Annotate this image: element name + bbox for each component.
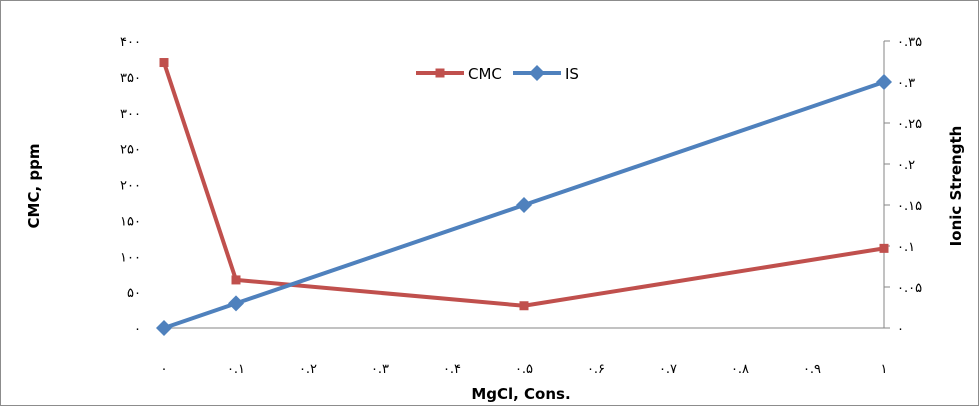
y2-tick-label: ٠.٣۵: [897, 35, 922, 50]
data-point-cmc: [159, 58, 169, 68]
y-axis-title: CMC, ppm: [25, 144, 43, 229]
y-tick-label: ١٠٠: [120, 250, 141, 265]
x-tick-label: ٠.٢: [299, 362, 317, 377]
data-point-is: [228, 295, 244, 312]
y2-tick-label: ٠.٠۵: [897, 281, 922, 296]
data-point-is: [516, 197, 532, 213]
y-tick-label: ۵٠: [127, 286, 141, 301]
x-axis-title: MgCl, Cons.: [471, 385, 570, 403]
series-line-is: [163, 80, 885, 330]
y2-axis-title: Ionic Strength: [947, 126, 965, 247]
series-line-cmc: [162, 61, 885, 308]
y2-tick-label: ٠.٣: [897, 76, 915, 91]
data-point-cmc: [879, 243, 889, 253]
data-point-is: [156, 320, 172, 336]
x-tick-label: ٠: [161, 362, 168, 377]
data-point-cmc: [231, 275, 241, 285]
y-tick-label: ٣٠٠: [120, 107, 141, 122]
x-tick-label: ٠.٧: [659, 362, 677, 377]
legend-marker-is: [529, 65, 545, 81]
legend-marker-cmc: [435, 68, 445, 78]
y2-tick-label: ٠.١: [897, 240, 915, 255]
y2-tick-label: ٠.١۵: [897, 199, 922, 214]
y2-tick-label: ٠: [897, 322, 904, 337]
y-tick-label: ٢٠٠: [120, 179, 141, 194]
data-point-cmc: [519, 301, 529, 311]
x-tick-label: ٠.٨: [731, 362, 749, 377]
y2-tick-label: ٠.٢: [897, 158, 915, 173]
x-tick-label: ٠.٩: [803, 362, 821, 377]
y-tick-label: ١۵٠: [120, 214, 141, 229]
x-tick-label: ٠.٣: [371, 362, 389, 377]
x-tick-label: ٠.١: [227, 362, 245, 377]
x-tick-label: ١: [881, 362, 888, 377]
x-tick-label: ٠.۵: [515, 362, 533, 377]
y-tick-label: ٣۵٠: [120, 71, 141, 86]
data-point-is: [876, 74, 892, 90]
y-tick-label: ٢۵٠: [120, 143, 141, 158]
legend-label-cmc: CMC: [468, 65, 502, 83]
y-tick-label: ۴٠٠: [120, 35, 141, 50]
x-tick-label: ٠.۶: [587, 362, 605, 377]
y-tick-label: ٠: [134, 322, 141, 337]
y2-tick-label: ٠.٢۵: [897, 117, 922, 132]
legend-label-is: IS: [565, 65, 579, 83]
x-tick-label: ٠.۴: [443, 362, 461, 377]
